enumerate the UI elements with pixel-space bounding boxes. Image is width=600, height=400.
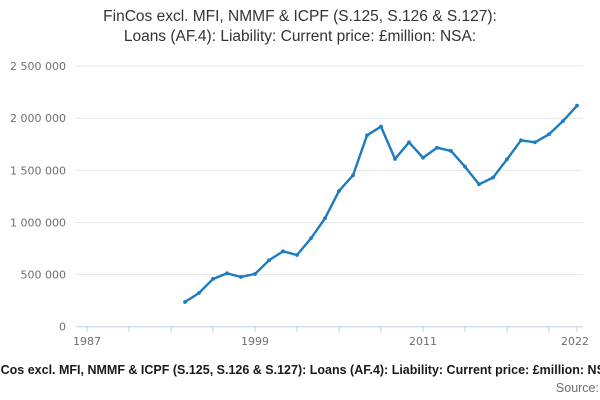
- data-point[interactable]: [365, 133, 369, 138]
- y-axis-label: 500 000: [21, 269, 67, 282]
- data-point[interactable]: [561, 119, 565, 123]
- data-point[interactable]: [267, 258, 271, 263]
- data-point[interactable]: [183, 300, 187, 304]
- footer-source-label: Source:: [555, 381, 599, 395]
- data-point[interactable]: [253, 272, 257, 276]
- y-axis-label: 1 000 000: [10, 216, 66, 229]
- footer-caption-text: FinCos excl. MFI, NMMF & ICPF (S.125, S.…: [0, 363, 600, 377]
- x-axis-label: 1999: [241, 335, 269, 348]
- data-point[interactable]: [519, 138, 523, 143]
- data-point[interactable]: [435, 145, 439, 150]
- data-point[interactable]: [505, 157, 509, 162]
- data-point[interactable]: [295, 253, 299, 257]
- chart-title-line2: Loans (AF.4): Liability: Current price: …: [123, 27, 477, 45]
- data-point[interactable]: [533, 140, 537, 145]
- chart-title-line1: FinCos excl. MFI, NMMF & ICPF (S.125, S.…: [103, 8, 497, 25]
- data-point[interactable]: [463, 164, 467, 169]
- data-point[interactable]: [575, 103, 579, 108]
- data-point[interactable]: [393, 157, 397, 161]
- x-axis-label: 2022: [561, 335, 589, 348]
- y-axis-label: 2 500 000: [10, 60, 66, 73]
- data-point[interactable]: [491, 175, 495, 180]
- data-point[interactable]: [239, 275, 243, 279]
- x-axis-label: 2011: [409, 335, 437, 348]
- x-axis-label: 1987: [73, 335, 101, 348]
- data-point[interactable]: [477, 182, 481, 187]
- y-axis-label: 2 000 000: [10, 112, 66, 125]
- data-point[interactable]: [323, 216, 327, 221]
- footer-source: Source:: [299, 381, 599, 395]
- data-point[interactable]: [225, 271, 229, 276]
- data-point[interactable]: [379, 124, 383, 129]
- data-point[interactable]: [211, 277, 215, 281]
- data-point[interactable]: [547, 132, 551, 137]
- data-point[interactable]: [309, 236, 313, 241]
- y-axis-label: 1 500 000: [10, 164, 66, 177]
- data-point[interactable]: [337, 189, 341, 193]
- data-point[interactable]: [281, 249, 285, 254]
- y-axis-label: 0: [59, 321, 66, 334]
- data-point[interactable]: [407, 140, 411, 145]
- footer-caption: FinCos excl. MFI, NMMF & ICPF (S.125, S.…: [0, 362, 600, 379]
- data-point[interactable]: [421, 155, 425, 160]
- chart-title: FinCos excl. MFI, NMMF & ICPF (S.125, S.…: [0, 7, 600, 46]
- data-point[interactable]: [197, 291, 201, 295]
- data-point[interactable]: [449, 149, 453, 153]
- data-line: [183, 104, 579, 304]
- data-point[interactable]: [351, 173, 355, 178]
